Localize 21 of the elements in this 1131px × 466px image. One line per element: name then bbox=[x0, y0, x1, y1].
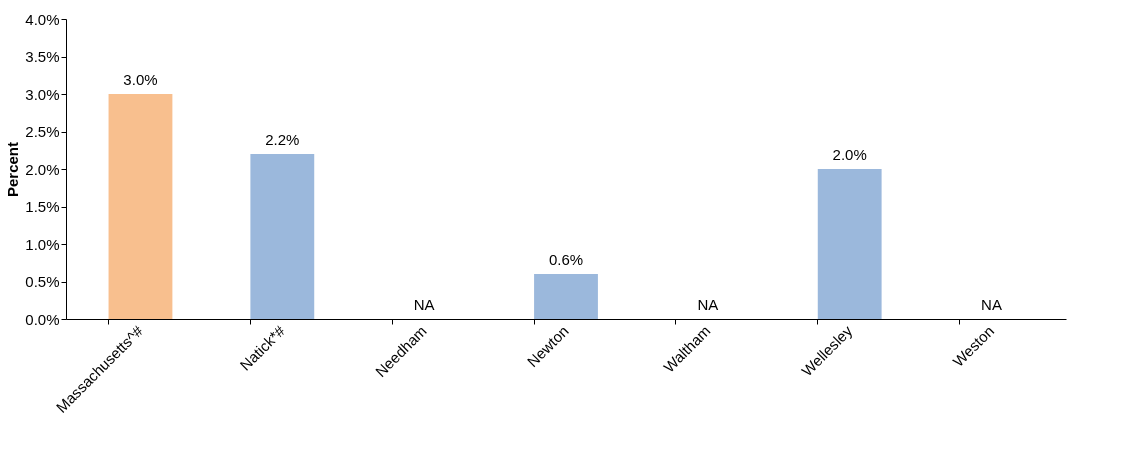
text: NA bbox=[981, 296, 1002, 313]
data-label: 2.0% bbox=[832, 146, 867, 163]
y-axis-title: Percent bbox=[4, 141, 22, 198]
data-label: 0.6% bbox=[548, 251, 584, 268]
bar bbox=[250, 154, 315, 319]
y-tick-label: 0.0% bbox=[25, 310, 60, 328]
y-tick-label: 2.0% bbox=[25, 160, 60, 178]
y-tick-label: 0.5% bbox=[25, 273, 60, 290]
text: NA bbox=[697, 296, 719, 313]
bar bbox=[817, 169, 882, 319]
data-label: 2.2% bbox=[265, 131, 300, 148]
y-tick-label: 3.5% bbox=[25, 48, 60, 65]
y-tick-label: 2.5% bbox=[25, 123, 60, 140]
bar bbox=[534, 274, 598, 319]
y-tick-label: 1.5% bbox=[25, 198, 60, 215]
text: NA bbox=[413, 296, 435, 313]
data-label: 3.0% bbox=[123, 71, 158, 88]
y-tick-label: 1.0% bbox=[25, 235, 60, 253]
y-tick-label: 3.0% bbox=[25, 85, 60, 103]
bar bbox=[108, 94, 173, 319]
y-tick-label: 4.0% bbox=[25, 10, 60, 28]
